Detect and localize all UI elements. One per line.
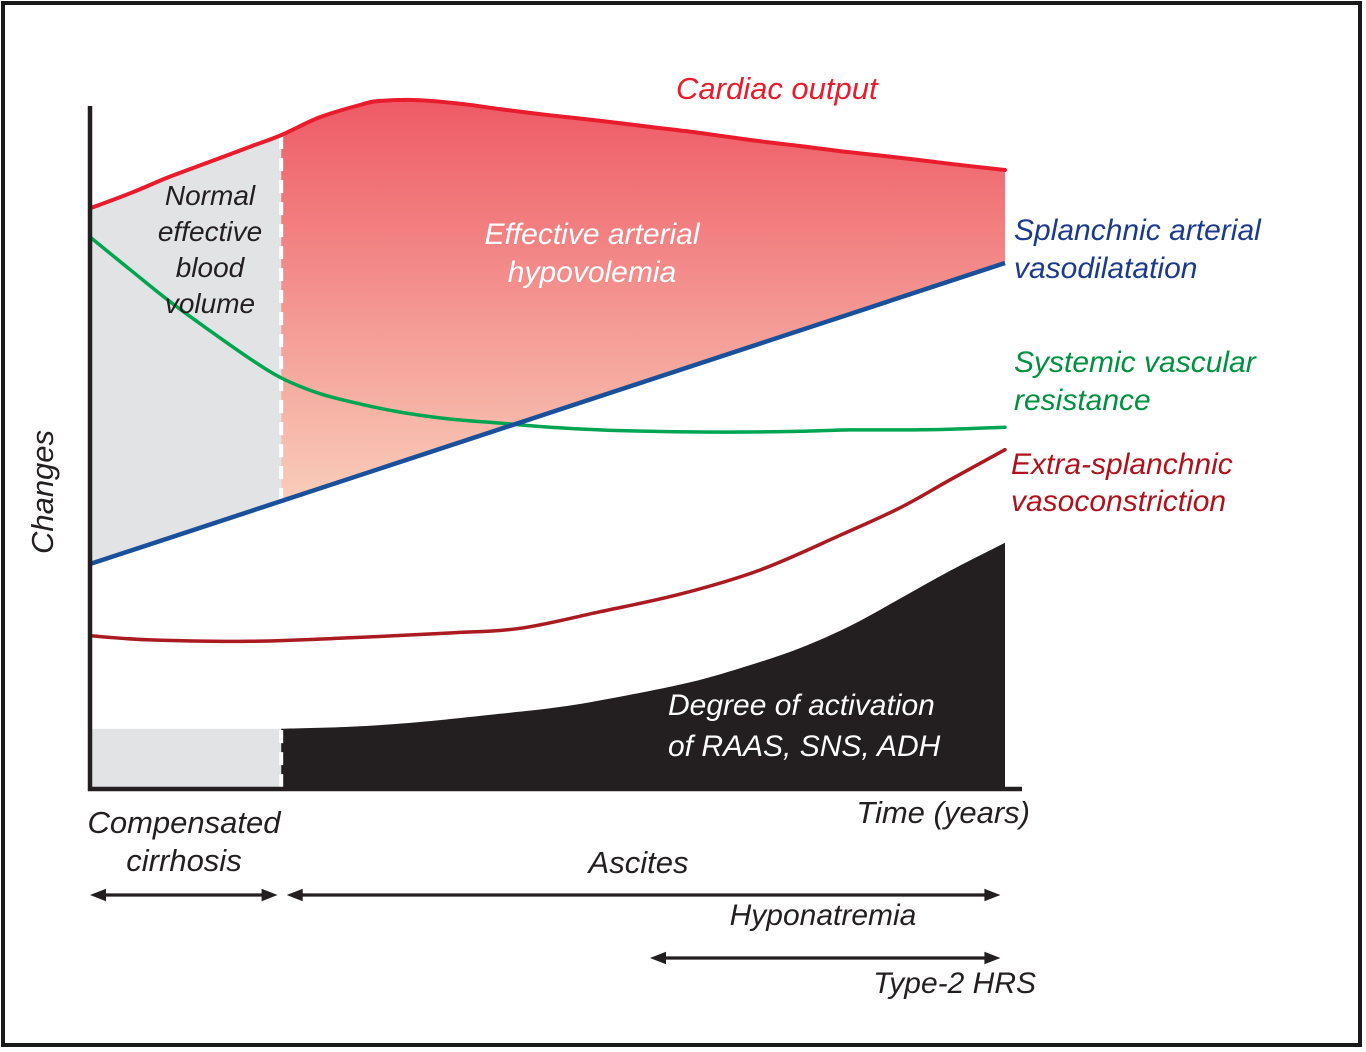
phase-label-type2-hrs: Type-2 HRS — [873, 967, 1036, 1000]
raas-activation-area — [281, 542, 1005, 789]
cardiac-output-label: Cardiac output — [676, 71, 878, 106]
phase-label-compensated-cirrhosis: Compensated cirrhosis — [54, 804, 314, 880]
hypovolemia-region — [281, 99, 1005, 502]
splanchnic-vasodilatation-label: Splanchnic arterial vasodilatation — [1014, 212, 1261, 288]
arrow-left-head-icon — [650, 951, 666, 965]
arrow-left-head-icon — [286, 888, 303, 902]
phase-label-hyponatremia: Hyponatremia — [729, 899, 917, 932]
label-line: Splanchnic arterial — [1014, 214, 1261, 247]
systemic-vascular-resistance-curve — [88, 235, 1007, 434]
hypovolemia-region-label: Effective arterial hypovolemia — [440, 216, 744, 292]
normal-blood-volume-region-label: Normal effective blood volume — [108, 178, 312, 322]
label-line: cirrhosis — [126, 843, 242, 878]
label-line: Effective arterial — [484, 218, 700, 251]
label-line: Extra-splanchnic — [1011, 448, 1233, 481]
arrow-right-head-icon — [984, 888, 1001, 902]
arrow-right-head-icon — [984, 951, 1001, 965]
label-line: Normal — [164, 180, 256, 211]
splanchnic-vasodilatation-line — [89, 260, 1006, 567]
cardiac-output-curve — [88, 97, 1007, 211]
baseline-gray-box — [90, 728, 282, 789]
label-line: blood — [175, 252, 245, 283]
y-axis-label: Changes — [25, 429, 60, 555]
normal-blood-volume-region — [90, 135, 282, 564]
label-line: vasoconstriction — [1011, 485, 1227, 518]
label-line: volume — [164, 288, 256, 319]
arrow-left-head-icon — [90, 888, 106, 902]
label-line: effective — [157, 216, 263, 247]
label-line: of RAAS, SNS, ADH — [668, 730, 941, 763]
label-line: Systemic vascular — [1014, 346, 1256, 379]
arrow-right-head-icon — [261, 888, 278, 902]
label-line: resistance — [1014, 384, 1151, 417]
label-line: Compensated — [87, 805, 281, 840]
extra-splanchnic-vasoconstriction-curve — [88, 447, 1007, 644]
label-line: vasodilatation — [1014, 252, 1198, 285]
extra-splanchnic-vasoconstriction-label: Extra-splanchnic vasoconstriction — [1011, 446, 1233, 520]
systemic-vascular-resistance-label: Systemic vascular resistance — [1014, 344, 1256, 420]
label-line: Degree of activation — [668, 689, 935, 722]
label-line: hypovolemia — [507, 256, 677, 289]
raas-activation-label: Degree of activation of RAAS, SNS, ADH — [668, 685, 940, 767]
x-axis-label: Time (years) — [856, 795, 1030, 830]
phase-label-ascites: Ascites — [588, 845, 689, 880]
